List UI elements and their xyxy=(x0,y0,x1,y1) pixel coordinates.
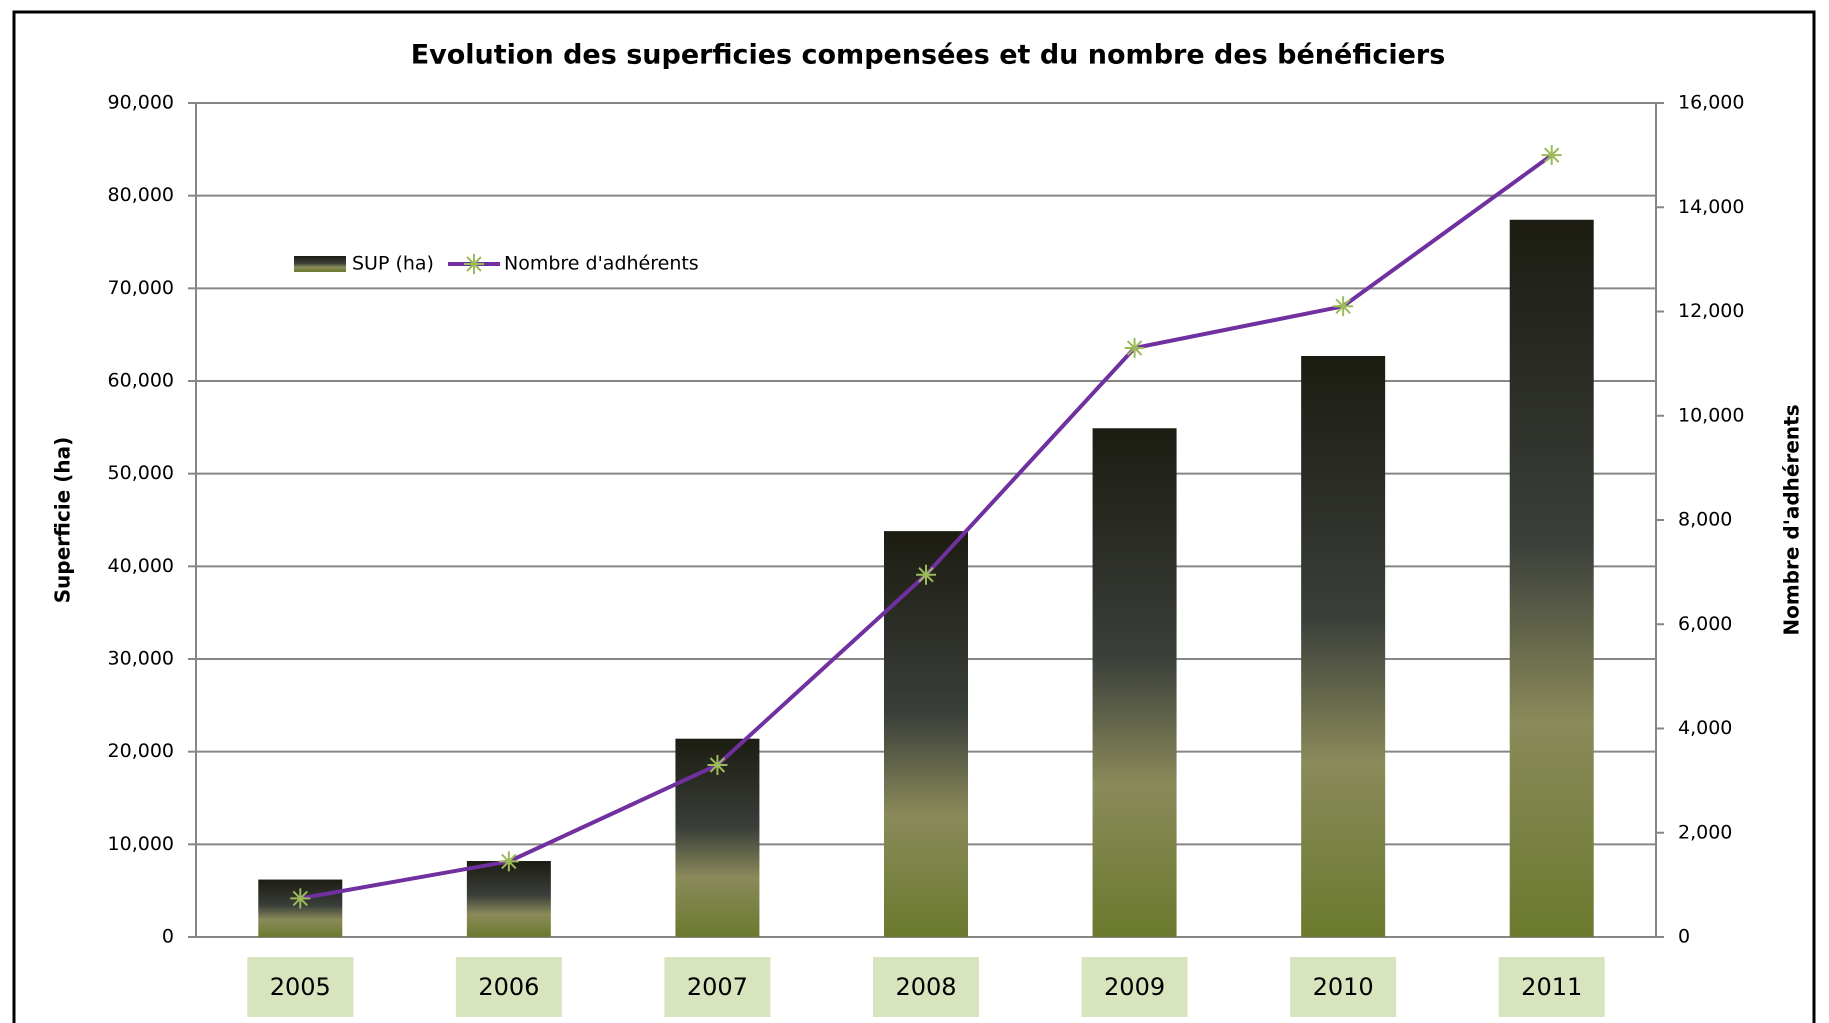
y2-tick-label: 8,000 xyxy=(1678,509,1732,531)
x-tick-label: 2008 xyxy=(895,973,956,1001)
line-marker xyxy=(1542,145,1562,165)
line-marker xyxy=(916,565,936,585)
y-tick-label: 50,000 xyxy=(108,462,174,484)
chart-title: Evolution des superficies compensées et … xyxy=(411,40,1446,71)
y-tick-label: 80,000 xyxy=(108,184,174,206)
chart: Evolution des superficies compensées et … xyxy=(0,0,1829,1023)
line-marker xyxy=(1125,338,1145,358)
y2-tick-label: 6,000 xyxy=(1678,613,1732,635)
y-tick-label: 20,000 xyxy=(108,740,174,762)
y2-tick-label: 0 xyxy=(1678,926,1690,948)
y-tick-label: 10,000 xyxy=(108,833,174,855)
line-marker xyxy=(707,755,727,775)
y2-tick-label: 2,000 xyxy=(1678,821,1732,843)
x-tick-label: 2011 xyxy=(1521,973,1582,1001)
y2-axis-title: Nombre d'adhérents xyxy=(1780,404,1804,635)
bar xyxy=(467,861,551,937)
bar xyxy=(1510,220,1594,937)
legend-swatch xyxy=(294,256,346,272)
x-tick-label: 2007 xyxy=(687,973,748,1001)
line-marker xyxy=(499,851,519,871)
x-tick-label: 2010 xyxy=(1313,973,1374,1001)
y-tick-label: 40,000 xyxy=(108,555,174,577)
line-marker xyxy=(1333,296,1353,316)
y-tick-label: 60,000 xyxy=(108,370,174,392)
y2-tick-label: 12,000 xyxy=(1678,300,1744,322)
y-tick-label: 30,000 xyxy=(108,648,174,670)
y-tick-label: 0 xyxy=(162,926,174,948)
x-tick-label: 2006 xyxy=(478,973,539,1001)
y-tick-label: 70,000 xyxy=(108,277,174,299)
bar xyxy=(884,531,968,937)
x-tick-label: 2005 xyxy=(270,973,331,1001)
legend-label: Nombre d'adhérents xyxy=(504,253,699,275)
y2-tick-label: 16,000 xyxy=(1678,92,1744,114)
y2-tick-label: 10,000 xyxy=(1678,404,1744,426)
bar xyxy=(1301,356,1385,937)
y2-tick-label: 14,000 xyxy=(1678,196,1744,218)
y-axis-title: Superficie (ha) xyxy=(51,437,75,603)
legend-marker xyxy=(464,254,484,274)
line-marker xyxy=(290,888,310,908)
y-tick-label: 90,000 xyxy=(108,92,174,114)
y2-tick-label: 4,000 xyxy=(1678,717,1732,739)
x-tick-label: 2009 xyxy=(1104,973,1165,1001)
legend-label: SUP (ha) xyxy=(352,253,434,275)
bar xyxy=(1093,428,1177,937)
